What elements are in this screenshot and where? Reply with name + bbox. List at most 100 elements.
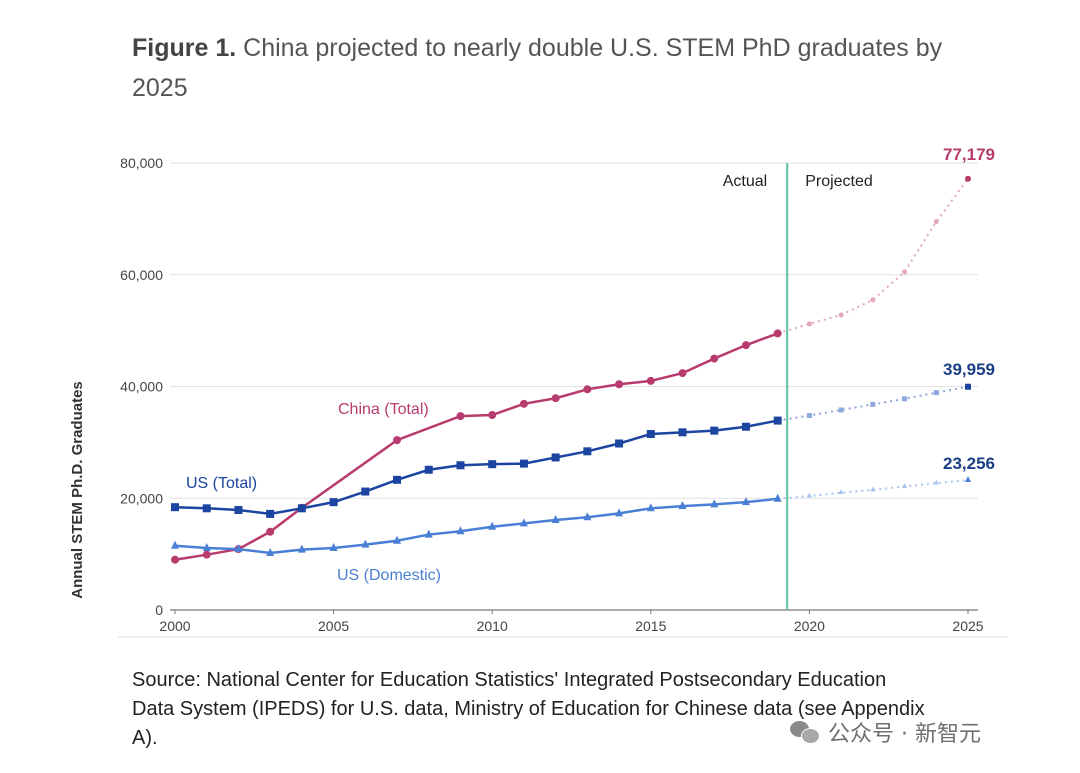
china-total-actual-point xyxy=(393,436,402,445)
us-domestic-actual-point xyxy=(393,535,402,544)
x-tick-label: 2025 xyxy=(952,618,983,634)
wechat-icon xyxy=(790,719,820,745)
us-domestic-actual-point xyxy=(678,501,687,510)
us-domestic-actual-point xyxy=(488,521,497,530)
us-total-actual-point xyxy=(361,487,370,496)
us-domestic-actual-point xyxy=(266,548,275,557)
us-domestic-actual-point xyxy=(361,539,370,548)
us-total-actual-point xyxy=(424,465,433,474)
actual-region-label: Actual xyxy=(723,173,767,190)
us-domestic-actual-point xyxy=(329,542,338,551)
china-total-projected-point xyxy=(933,219,939,225)
x-tick-label: 2000 xyxy=(159,618,190,634)
us-domestic-actual-point xyxy=(234,544,243,553)
end-value-label-us-domestic: 23,256 xyxy=(943,454,995,473)
china-total-actual-point xyxy=(646,376,655,385)
china-total-projected-point xyxy=(870,297,876,303)
us-domestic-actual-point xyxy=(424,529,433,538)
us-total-actual-point xyxy=(551,453,560,462)
watermark-text: 公众号 · 新智元 xyxy=(828,722,981,747)
china-total-actual-point xyxy=(519,399,528,408)
x-tick-label: 2020 xyxy=(794,618,825,634)
china-total-projected-point xyxy=(965,175,971,182)
us-total-actual-line xyxy=(174,419,778,516)
us-domestic-projected-point xyxy=(902,483,908,489)
y-tick-label: 40,000 xyxy=(120,379,163,395)
china-total-actual-line xyxy=(174,332,779,561)
china-total-actual-point xyxy=(202,550,211,559)
us-total-actual-point xyxy=(773,416,782,425)
china-total-actual-point xyxy=(488,410,497,419)
china-total-actual-point xyxy=(678,369,687,378)
us-domestic-actual-point xyxy=(583,512,592,521)
china-total-actual-point xyxy=(710,354,719,363)
china-total-actual-point xyxy=(551,394,560,403)
us-domestic-actual-point xyxy=(519,518,528,527)
us-domestic-projected-point xyxy=(965,476,971,483)
us-total-actual-point xyxy=(583,447,592,456)
us-total-actual-point xyxy=(741,422,750,431)
us-total-actual-point xyxy=(297,504,306,513)
us-total-projected-point xyxy=(933,390,939,396)
axis-layer: 0 20,000 40,000 60,000 80,000 2000 2005 2010 201… xyxy=(118,155,1008,638)
us-total-projected-point xyxy=(838,407,844,413)
us-total-actual-point xyxy=(678,428,687,437)
projected-region-label: Projected xyxy=(805,173,873,190)
us-total-actual-point xyxy=(234,505,243,514)
china-total-projected-point xyxy=(902,269,908,275)
us-total-projected-point xyxy=(806,413,812,419)
x-tick-label: 2010 xyxy=(477,618,508,634)
watermark: 公众号 · 新智元 xyxy=(790,712,1060,752)
us-domestic-actual-point xyxy=(741,497,750,506)
us-total-actual-point xyxy=(266,509,275,518)
x-tick-label: 2015 xyxy=(635,618,666,634)
us-domestic-actual-point xyxy=(171,540,179,549)
us-domestic-actual-point xyxy=(710,499,719,508)
china-total-projected-point xyxy=(806,321,812,327)
china-total-projected-line xyxy=(777,178,969,335)
source-note: Source: National Center for Education St… xyxy=(132,669,925,749)
us-total-actual-point xyxy=(456,461,465,470)
us-domestic-series-label: US (Domestic) xyxy=(337,567,441,584)
china-total-actual-point xyxy=(773,329,782,338)
us-domestic-projected-point xyxy=(838,489,844,495)
figure-title-text: China projected to nearly double U.S. ST… xyxy=(132,34,943,102)
us-domestic-projected-point xyxy=(933,479,939,485)
us-domestic-actual-point xyxy=(297,544,306,553)
us-domestic-projected-point xyxy=(806,492,812,498)
us-total-actual-point xyxy=(519,459,528,468)
figure-label: Figure 1. xyxy=(132,34,237,62)
us-total-series-label: US (Total) xyxy=(186,475,257,492)
us-total-actual-point xyxy=(171,503,179,512)
us-domestic-actual-point xyxy=(615,508,624,517)
us-total-actual-point xyxy=(329,498,338,507)
us-domestic-actual-point xyxy=(646,503,655,512)
figure-title: Figure 1. China projected to nearly doub… xyxy=(132,28,952,108)
china-total-actual-point xyxy=(583,385,592,394)
us-total-projected-point xyxy=(965,383,971,390)
us-domestic-actual-point xyxy=(773,493,782,502)
china-total-actual-point xyxy=(171,555,179,564)
us-total-actual-point xyxy=(393,475,402,484)
china-total-projected-point xyxy=(838,312,844,318)
stem-phd-line-chart: Annual STEM Ph.D. Graduates 0 20,000 40,00… xyxy=(69,145,1008,638)
series-layer xyxy=(171,175,971,564)
x-tick-label: 2005 xyxy=(318,618,349,634)
china-total-series-label: China (Total) xyxy=(338,401,429,418)
china-total-actual-point xyxy=(741,341,750,350)
us-domestic-actual-point xyxy=(456,526,465,535)
us-domestic-actual-line xyxy=(174,497,778,555)
china-total-actual-point xyxy=(456,412,465,421)
end-value-label-china: 77,179 xyxy=(943,145,995,164)
us-domestic-projected-point xyxy=(870,486,876,492)
us-total-actual-point xyxy=(615,439,624,448)
us-total-actual-point xyxy=(710,426,719,435)
y-tick-label: 80,000 xyxy=(120,155,163,171)
us-total-projected-point xyxy=(902,396,908,402)
us-domestic-actual-point xyxy=(551,515,560,524)
end-value-label-us-total: 39,959 xyxy=(943,360,995,379)
y-tick-label: 20,000 xyxy=(120,490,163,506)
us-total-projected-point xyxy=(870,401,876,407)
y-axis-title: Annual STEM Ph.D. Graduates xyxy=(69,381,86,599)
grid-layer xyxy=(170,162,978,499)
